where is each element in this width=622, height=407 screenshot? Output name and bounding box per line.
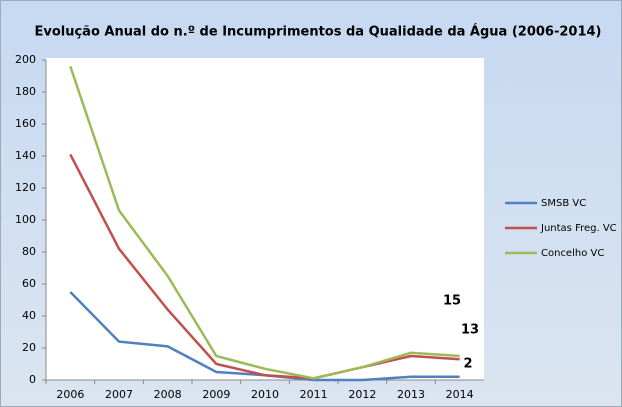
series-line [69, 65, 460, 380]
x-tick-label: 2011 [300, 388, 328, 401]
x-tick-label: 2013 [397, 388, 425, 401]
x-tick-label: 2009 [202, 388, 230, 401]
legend-label: SMSB VC [541, 198, 586, 209]
data-label: 13 [461, 323, 479, 338]
y-tick-label: 80 [22, 245, 36, 258]
plot-area [46, 58, 484, 380]
x-tick-label: 2010 [251, 388, 279, 401]
y-tick-label: 120 [15, 181, 36, 194]
series-line [69, 153, 460, 380]
y-tick-label: 0 [29, 373, 36, 386]
x-tick-label: 2008 [154, 388, 182, 401]
y-tick-label: 200 [15, 53, 36, 66]
y-tick-label: 160 [15, 117, 36, 130]
y-tick-label: 140 [15, 149, 36, 162]
y-tick-label: 20 [22, 341, 36, 354]
y-tick-label: 40 [22, 309, 36, 322]
y-tick-label: 100 [15, 213, 36, 226]
x-tick-label: 2007 [105, 388, 133, 401]
legend-label: Concelho VC [541, 248, 604, 259]
x-tick-label: 2014 [446, 388, 474, 401]
chart-title: Evolução Anual do n.º de Incumprimentos … [34, 24, 601, 40]
y-tick-label: 60 [22, 277, 36, 290]
x-tick-label: 2006 [56, 388, 84, 401]
x-tick-label: 2012 [348, 388, 376, 401]
data-label: 2 [463, 357, 472, 372]
y-tick-label: 180 [15, 85, 36, 98]
data-label: 15 [443, 294, 461, 309]
legend-label: Juntas Freg. VC [540, 223, 617, 234]
